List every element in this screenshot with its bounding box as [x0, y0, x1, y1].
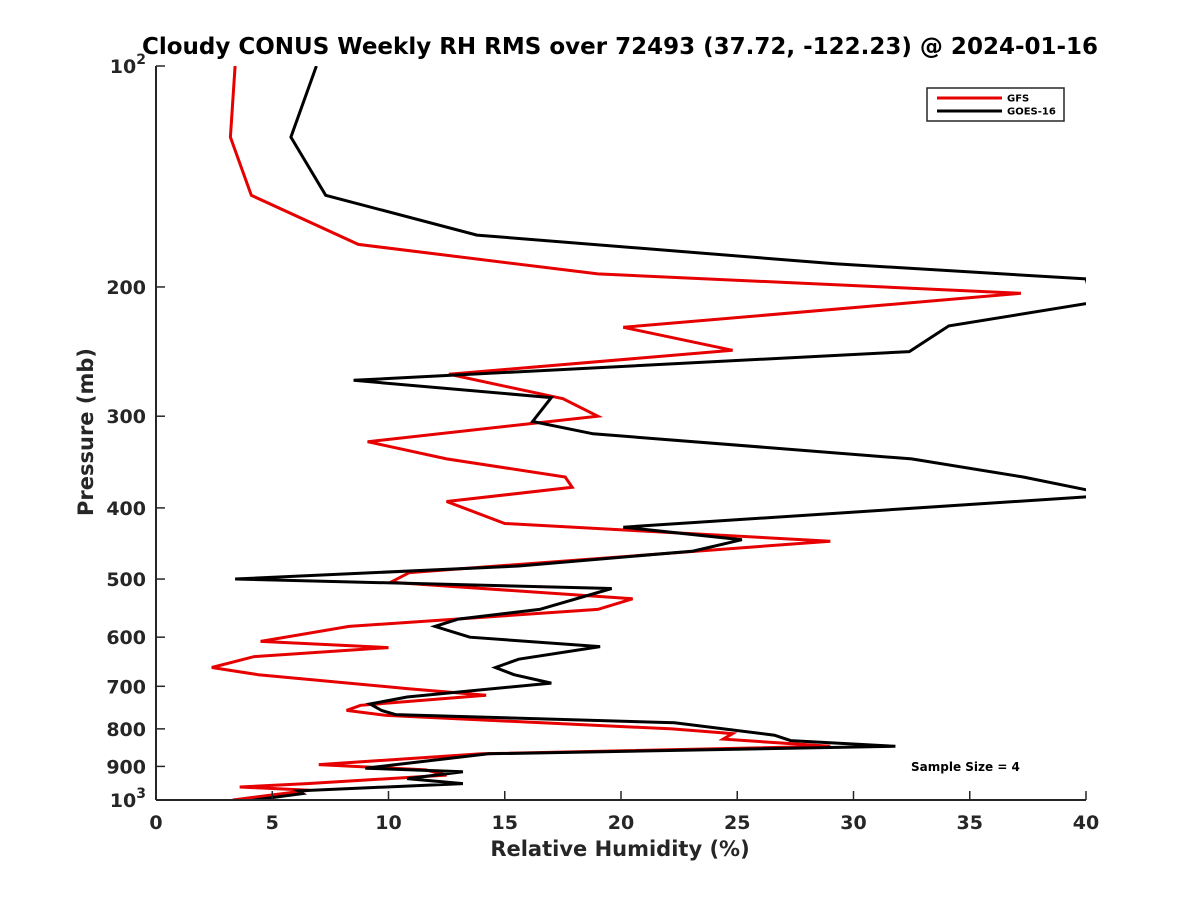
x-tick-label: 40 — [1073, 812, 1099, 834]
x-axis-ticks: 0 5 10 15 20 25 30 35 40 — [149, 791, 1099, 834]
y-tick-label: 500 — [106, 569, 146, 591]
plot-background — [156, 66, 1086, 800]
y-axis-label: Pressure (mb) — [74, 348, 98, 516]
x-tick-label: 5 — [266, 812, 279, 834]
x-tick-label: 25 — [724, 812, 750, 834]
y-tick-label: 600 — [106, 627, 146, 649]
x-tick-label: 35 — [957, 812, 983, 834]
x-tick-label: 20 — [608, 812, 634, 834]
y-tick-label: 700 — [106, 676, 146, 698]
legend-label: GOES-16 — [1007, 107, 1056, 118]
y-tick-label: 800 — [106, 719, 146, 741]
x-tick-label: 0 — [149, 812, 162, 834]
y-tick-label: 300 — [106, 406, 146, 428]
x-tick-label: 15 — [492, 812, 518, 834]
x-axis-label: Relative Humidity (%) — [490, 837, 749, 861]
series-line-goes-16 — [235, 66, 1086, 800]
series-group — [211, 66, 1086, 800]
y-axis-ticks: 102 200 300 400 500 600 700 800 900 103 — [106, 52, 165, 812]
legend-items: GFS GOES-16 — [937, 94, 1056, 118]
y-tick-label: 103 — [110, 786, 146, 812]
legend: GFS GOES-16 — [926, 87, 1065, 122]
y-tick-label: 102 — [110, 52, 146, 78]
y-tick-label: 900 — [106, 756, 146, 778]
chart-title: Cloudy CONUS Weekly RH RMS over 72493 (3… — [142, 34, 1098, 60]
legend-label: GFS — [1007, 94, 1029, 105]
y-tick-label: 400 — [106, 498, 146, 520]
x-tick-label: 30 — [840, 812, 866, 834]
x-tick-label: 10 — [375, 812, 401, 834]
y-tick-label: 200 — [106, 277, 146, 299]
plot-area: 0 5 10 15 20 25 30 35 40 102 200 300 400 500 600 700 80… — [106, 52, 1099, 834]
legend-box — [926, 87, 1065, 122]
sample-size-annotation: Sample Size = 4 — [911, 760, 1020, 774]
